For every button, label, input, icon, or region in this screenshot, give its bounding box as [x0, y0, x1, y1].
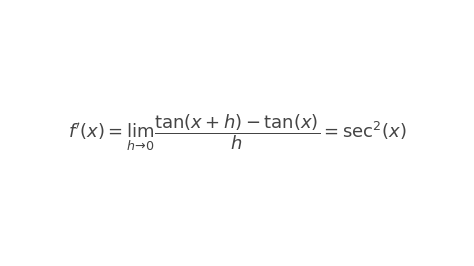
Text: $f'(x) = \lim_{h \to 0} \dfrac{\tan(x+h) - \tan(x)}{h} = \mathrm{sec}^2(x)$: $f'(x) = \lim_{h \to 0} \dfrac{\tan(x+h)… [68, 113, 406, 153]
